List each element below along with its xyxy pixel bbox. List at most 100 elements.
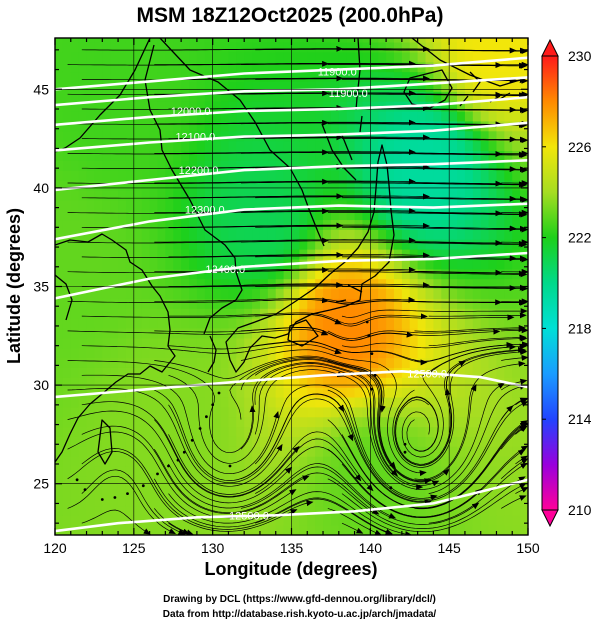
heat-cell: [220, 120, 230, 132]
heat-cell: [401, 110, 411, 122]
heat-cell: [189, 120, 198, 132]
heat-cell: [441, 38, 450, 43]
heat-cell: [62, 229, 72, 240]
heat-cell: [236, 495, 245, 507]
heat-cell: [196, 357, 206, 368]
heat-cell: [338, 377, 348, 388]
heat-cell: [102, 219, 111, 230]
heat-cell: [228, 396, 237, 408]
heat-cell: [70, 347, 80, 359]
heat-cell: [228, 150, 237, 161]
heat-cell: [307, 239, 316, 250]
heat-cell: [433, 318, 442, 329]
heat-cell: [512, 337, 521, 349]
heat-cell: [228, 38, 237, 43]
heat-cell: [315, 268, 324, 280]
heat-cell: [401, 170, 411, 181]
heat-cell: [283, 475, 293, 487]
heat-cell: [228, 180, 237, 191]
heat-cell: [220, 249, 230, 260]
heat-cell: [338, 495, 348, 507]
heat-cell: [62, 239, 72, 250]
heat-cell: [386, 416, 395, 428]
heat-cell: [62, 416, 72, 428]
heat-cell: [236, 51, 245, 63]
heat-cell: [55, 81, 64, 92]
heat-cell: [212, 81, 222, 92]
heat-cell: [457, 170, 466, 181]
heat-cell: [196, 180, 206, 191]
heat-cell: [354, 61, 364, 73]
heat-cell: [417, 41, 427, 53]
heat-cell: [228, 337, 237, 349]
heat-cell: [512, 110, 521, 122]
heat-cell: [512, 268, 521, 280]
heat-cell: [441, 110, 450, 122]
heat-cell: [173, 327, 182, 339]
heat-cell: [330, 219, 340, 230]
heat-cell: [118, 337, 127, 349]
heat-cell: [480, 71, 490, 82]
heat-cell: [133, 465, 143, 477]
heat-cell: [86, 160, 96, 171]
heat-cell: [267, 160, 277, 171]
heat-cell: [220, 209, 230, 221]
heat-cell: [196, 120, 206, 132]
heat-cell: [118, 101, 127, 112]
heat-cell: [472, 91, 482, 102]
heat-cell: [323, 110, 332, 122]
heat-cell: [464, 505, 474, 516]
heat-cell: [504, 120, 513, 132]
heat-cell: [133, 38, 143, 43]
island: [126, 492, 129, 495]
heat-cell: [346, 180, 356, 191]
heat-cell: [457, 485, 466, 497]
heat-cell: [252, 81, 261, 92]
heat-cell: [252, 347, 261, 359]
heat-cell: [370, 278, 379, 290]
heat-cell: [244, 485, 253, 497]
heat-cell: [362, 51, 371, 63]
heat-cell: [267, 180, 277, 191]
heat-cell: [307, 416, 316, 428]
heat-cell: [417, 426, 427, 437]
streamline: [341, 335, 528, 349]
heat-cell: [315, 387, 324, 398]
heat-cell: [102, 51, 111, 63]
heat-cell: [125, 357, 135, 368]
heat-cell: [457, 318, 466, 329]
heat-cell: [181, 308, 190, 319]
heat-cell: [189, 239, 198, 250]
heat-cell: [449, 160, 458, 171]
streamline: [81, 401, 300, 497]
heat-cell: [78, 337, 88, 349]
heat-cell: [267, 475, 277, 487]
heat-cell: [118, 456, 127, 467]
heat-cell: [330, 406, 340, 418]
heat-cell: [252, 38, 261, 43]
heat-cell: [417, 436, 427, 447]
heat-cell: [441, 229, 450, 240]
heat-cell: [401, 91, 411, 102]
heat-cell: [70, 278, 80, 290]
streamline: [327, 419, 528, 509]
heat-cell: [441, 130, 450, 142]
heat-cell: [62, 180, 72, 191]
heat-cell: [354, 515, 364, 526]
heat-cell: [315, 209, 324, 221]
heat-cell: [110, 308, 119, 319]
heat-cell: [409, 199, 419, 211]
heat-cell: [189, 160, 198, 171]
heat-cell: [62, 337, 72, 349]
heat-cell: [433, 130, 442, 142]
x-tick-label: 135: [280, 540, 304, 556]
heat-cell: [378, 91, 387, 102]
heat-cell: [338, 150, 348, 161]
heat-cell: [173, 465, 182, 477]
heat-cell: [157, 446, 166, 457]
heat-cell: [157, 288, 166, 299]
heat-cell: [401, 357, 411, 368]
heat-cell: [512, 327, 521, 339]
heat-cell: [291, 347, 300, 359]
heat-cell: [62, 308, 72, 319]
